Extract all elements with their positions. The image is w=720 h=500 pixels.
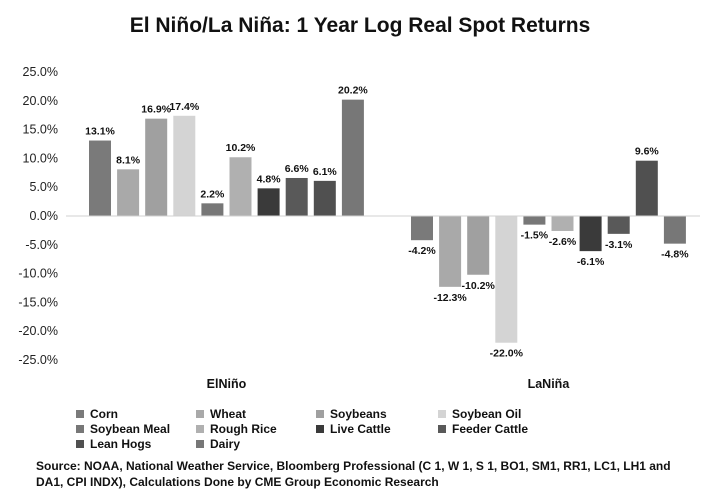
data-label: 20.2% — [338, 85, 368, 97]
legend-swatch — [196, 424, 204, 433]
data-label: 2.2% — [200, 188, 225, 200]
category-label: ElNiño — [207, 377, 247, 391]
data-label: -3.1% — [605, 239, 633, 251]
legend-label: Soybean Meal — [90, 421, 171, 436]
legend-swatch — [316, 424, 324, 433]
y-tick-label: -20.0% — [18, 324, 58, 338]
bar — [173, 115, 196, 216]
legend-swatch — [76, 409, 84, 418]
y-tick-label: 25.0% — [23, 65, 58, 79]
legend-label: Lean Hogs — [90, 436, 152, 451]
data-label: 16.9% — [141, 104, 171, 116]
data-label: 9.6% — [635, 146, 660, 158]
legend-label: Soybean Oil — [452, 406, 522, 421]
legend-item: Rough Rice — [196, 421, 316, 436]
bar — [663, 216, 686, 244]
y-tick-label: 20.0% — [23, 94, 58, 108]
data-label: 17.4% — [169, 101, 199, 113]
y-tick-label: 0.0% — [30, 209, 59, 223]
bar — [341, 99, 364, 216]
legend-item: Live Cattle — [316, 421, 438, 436]
data-label: -10.2% — [462, 280, 496, 292]
legend-swatch — [438, 409, 446, 418]
y-tick-label: 15.0% — [23, 123, 58, 137]
chart-title: El Niño/La Niña: 1 Year Log Real Spot Re… — [129, 14, 591, 37]
bar — [117, 169, 140, 216]
data-label: 10.2% — [226, 142, 256, 154]
legend-item: Lean Hogs — [76, 436, 196, 451]
legend-label: Dairy — [210, 436, 241, 451]
data-label: -4.8% — [661, 249, 689, 261]
bar — [439, 216, 462, 287]
bar — [257, 188, 280, 216]
data-label: 6.6% — [285, 163, 310, 175]
data-label: -22.0% — [490, 348, 524, 360]
bar — [495, 216, 518, 343]
legend-swatch — [316, 409, 324, 418]
y-tick-label: 5.0% — [30, 180, 59, 194]
y-tick-label: -5.0% — [25, 238, 58, 252]
legend-swatch — [438, 424, 446, 433]
bar — [145, 118, 168, 216]
data-label: 4.8% — [257, 173, 282, 185]
data-label: -1.5% — [521, 230, 549, 242]
legend-label: Corn — [90, 406, 118, 421]
legend-item: Corn — [76, 406, 196, 421]
legend-label: Live Cattle — [330, 421, 391, 436]
category-label: LaNiña — [528, 377, 571, 391]
legend-swatch — [196, 439, 204, 448]
bar-chart: 25.0% 20.0% 15.0% 10.0% 5.0% 0.0% -5.0% -10.0% -… — [18, 65, 700, 391]
y-tick-label: -15.0% — [18, 295, 58, 309]
bar — [313, 180, 336, 216]
legend-swatch — [76, 439, 84, 448]
y-tick-label: -25.0% — [18, 353, 58, 367]
legend-item: Soybeans — [316, 406, 438, 421]
legend-label: Soybeans — [330, 406, 387, 421]
data-label: -4.2% — [408, 245, 436, 257]
bars — [89, 99, 686, 343]
bar — [579, 216, 602, 252]
bar — [635, 160, 658, 216]
bar — [607, 216, 630, 234]
legend-label: Wheat — [210, 406, 246, 421]
legend-item: Soybean Oil — [438, 406, 578, 421]
data-labels: 13.1% -4.2% 8.1% -12.3% 16.9% -10.2% 17.4% -22.… — [85, 85, 689, 360]
data-label: 8.1% — [116, 154, 141, 166]
bar — [523, 216, 546, 225]
data-label: -2.6% — [549, 236, 577, 248]
bar — [201, 203, 224, 216]
legend-item: Wheat — [196, 406, 316, 421]
legend: Corn Wheat Soybeans Soybean Oil Soybean Meal… — [76, 406, 596, 451]
legend-item: Soybean Meal — [76, 421, 196, 436]
bar — [551, 216, 574, 231]
data-label: 6.1% — [313, 166, 338, 178]
bar — [89, 140, 111, 216]
legend-item: Feeder Cattle — [438, 421, 578, 436]
data-label: -12.3% — [433, 292, 467, 304]
bar — [285, 177, 308, 216]
y-tick-label: 10.0% — [23, 151, 58, 165]
data-label: 13.1% — [85, 126, 115, 138]
y-tick-label: -10.0% — [18, 267, 58, 281]
data-label: -6.1% — [577, 256, 605, 268]
legend-swatch — [76, 424, 84, 433]
bar — [467, 216, 490, 275]
legend-swatch — [196, 409, 204, 418]
source-note: Source: NOAA, National Weather Service, … — [36, 459, 671, 489]
legend-item: Dairy — [196, 436, 316, 451]
x-axis: ElNiño LaNiña — [207, 377, 571, 391]
y-axis: 25.0% 20.0% 15.0% 10.0% 5.0% 0.0% -5.0% -10.0% -… — [18, 65, 58, 367]
bar — [411, 216, 433, 241]
legend-label: Feeder Cattle — [452, 421, 529, 436]
bar — [229, 157, 252, 216]
legend-label: Rough Rice — [210, 421, 277, 436]
